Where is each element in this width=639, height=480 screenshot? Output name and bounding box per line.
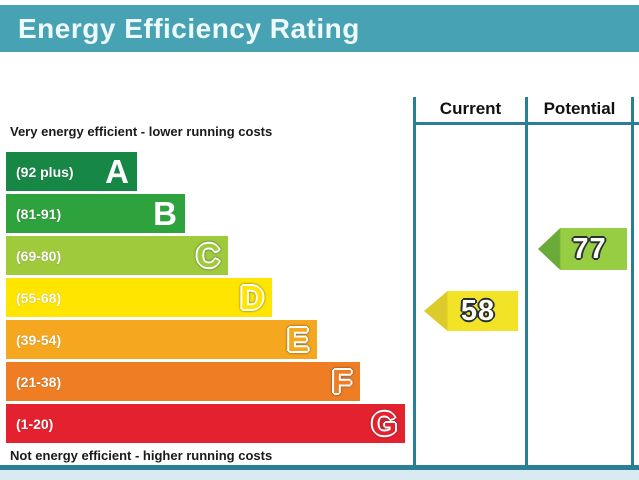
potential-rating-value: 77 (572, 232, 607, 265)
band-letter: G (371, 405, 397, 442)
potential-column-header: Potential (543, 99, 616, 118)
current-rating-value: 58 (460, 294, 496, 327)
band-letter: B (153, 195, 177, 232)
band-range-label: (69-80) (16, 247, 62, 264)
band-row-f: (21-38) F (6, 362, 360, 401)
header-underline (413, 122, 639, 125)
column-divider (525, 97, 528, 466)
rating-bands: (92 plus) A (81-91) B (69-80) C (55-68) … (6, 152, 405, 446)
band-letter: F (331, 363, 352, 400)
footer-strip (0, 470, 639, 480)
caption-not-efficient: Not energy efficient - higher running co… (10, 448, 273, 463)
title-bar: Energy Efficiency Rating (0, 5, 639, 52)
band-letter: A (105, 153, 129, 190)
caption-very-efficient: Very energy efficient - lower running co… (10, 124, 273, 139)
current-rating-arrow-icon: 58 (424, 291, 518, 331)
band-range-label: (39-54) (16, 331, 62, 348)
band-row-a: (92 plus) A (6, 152, 137, 191)
band-range-label: (55-68) (16, 289, 62, 306)
current-column-header: Current (439, 99, 502, 118)
band-range-label: (21-38) (16, 373, 62, 390)
band-row-b: (81-91) B (6, 194, 185, 233)
band-letter: E (286, 321, 309, 358)
band-row-d: (55-68) D (6, 278, 272, 317)
band-row-e: (39-54) E (6, 320, 317, 359)
band-row-g: (1-20) G (6, 404, 405, 443)
band-range-label: (92 plus) (16, 163, 74, 180)
band-row-c: (69-80) C (6, 236, 228, 275)
page-title: Energy Efficiency Rating (18, 13, 360, 44)
bottom-frame-line (0, 465, 639, 470)
band-range-label: (1-20) (16, 415, 54, 432)
band-range-label: (81-91) (16, 205, 62, 222)
band-letter: D (240, 279, 264, 316)
potential-rating-arrow-icon: 77 (538, 228, 627, 270)
current-column-left-border (413, 97, 416, 466)
band-letter: C (196, 237, 220, 274)
potential-column-right-border (631, 97, 634, 466)
